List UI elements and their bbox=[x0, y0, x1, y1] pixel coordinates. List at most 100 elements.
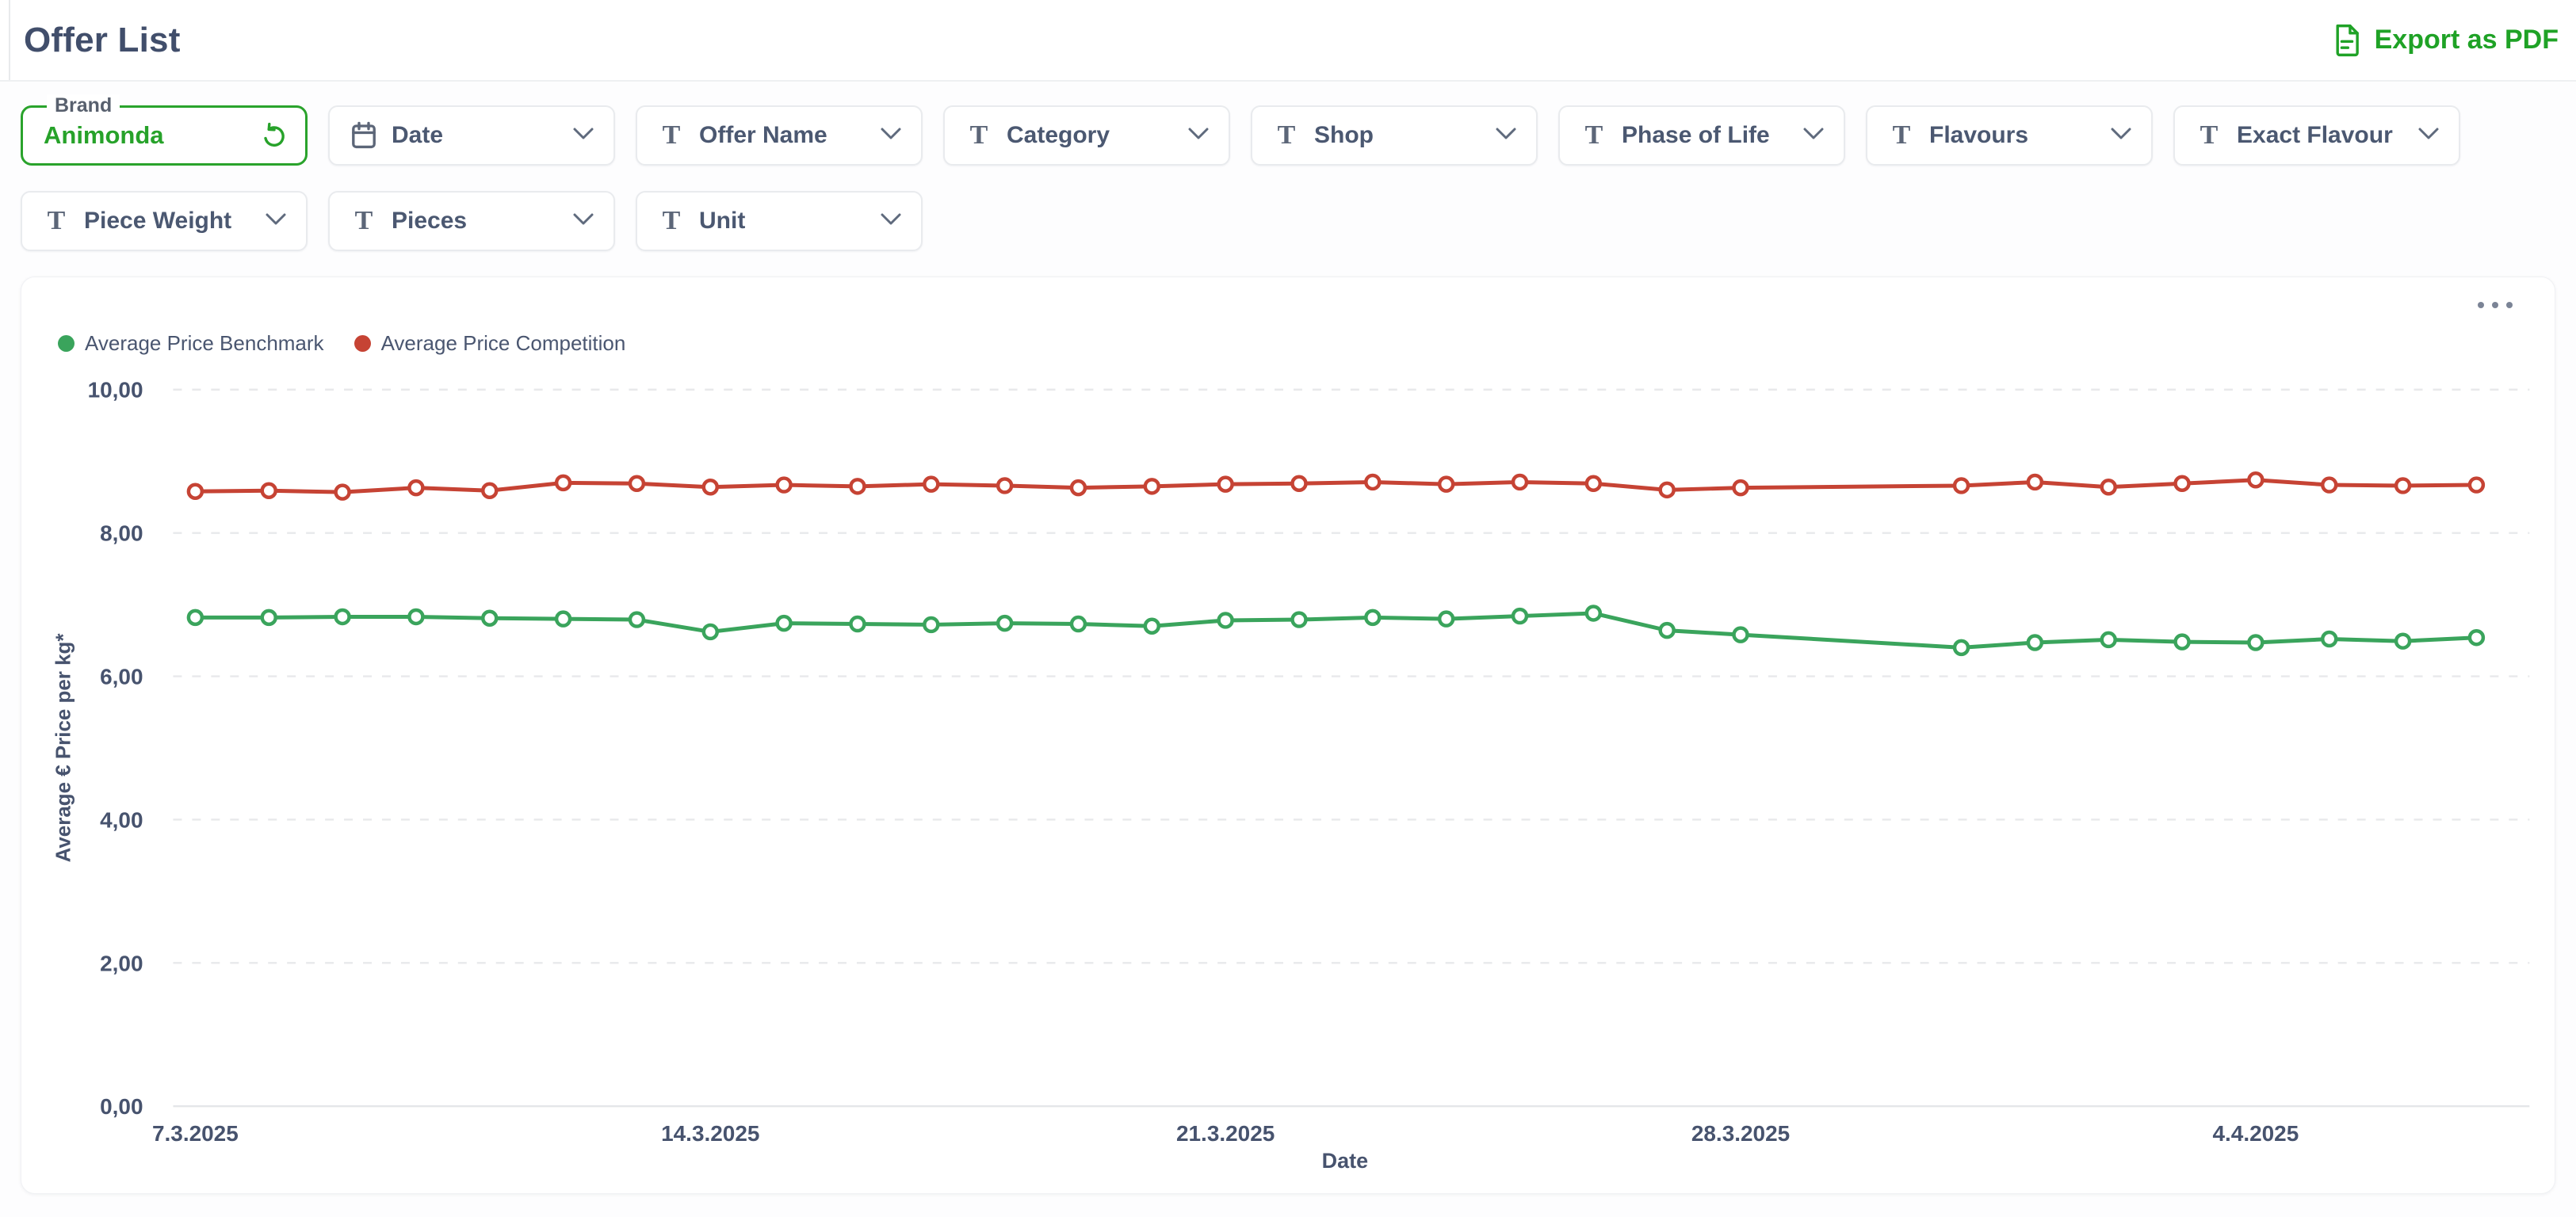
chart-point-average-price-benchmark-9[interactable] bbox=[849, 615, 866, 633]
legend-dot-icon bbox=[58, 335, 75, 352]
reset-icon[interactable] bbox=[259, 121, 288, 150]
filter-brand[interactable]: Brand Animonda bbox=[21, 94, 308, 166]
filter-pieces[interactable]: T Pieces bbox=[328, 191, 615, 251]
filter-unit[interactable]: T Unit bbox=[636, 191, 923, 251]
filter-label: Piece Weight bbox=[84, 208, 232, 234]
legend-label: Average Price Benchmark bbox=[85, 331, 324, 355]
chart-point-average-price-competition-17[interactable] bbox=[1437, 475, 1455, 493]
chart-point-average-price-benchmark-7[interactable] bbox=[701, 623, 719, 641]
text-icon: T bbox=[354, 206, 373, 235]
chart-point-average-price-competition-14[interactable] bbox=[1217, 475, 1234, 493]
text-icon: T bbox=[47, 206, 66, 235]
chart-point-average-price-benchmark-28[interactable] bbox=[2394, 632, 2412, 650]
chart-point-average-price-competition-13[interactable] bbox=[1143, 478, 1161, 495]
chart-point-average-price-benchmark-24[interactable] bbox=[2100, 631, 2117, 649]
chart-point-average-price-competition-15[interactable] bbox=[1290, 475, 1308, 492]
chart-point-average-price-competition-9[interactable] bbox=[849, 478, 866, 495]
chart-point-average-price-competition-22[interactable] bbox=[1952, 477, 1970, 494]
chart-point-average-price-competition-16[interactable] bbox=[1364, 473, 1382, 491]
filter-phase-of-life[interactable]: T Phase of Life bbox=[1558, 105, 1845, 166]
chart-point-average-price-benchmark-11[interactable] bbox=[996, 614, 1014, 632]
chart-point-average-price-benchmark-12[interactable] bbox=[1069, 615, 1087, 633]
chart-point-average-price-competition-24[interactable] bbox=[2100, 479, 2117, 496]
legend-item-average-price-benchmark[interactable]: Average Price Benchmark bbox=[58, 331, 324, 356]
chart-point-average-price-benchmark-10[interactable] bbox=[923, 616, 940, 634]
chart-point-average-price-benchmark-19[interactable] bbox=[1584, 605, 1603, 622]
text-icon: T bbox=[662, 206, 681, 235]
chart-point-average-price-competition-27[interactable] bbox=[2320, 476, 2338, 494]
chart-point-average-price-benchmark-23[interactable] bbox=[2026, 634, 2044, 651]
x-axis-title: Date bbox=[1322, 1149, 1368, 1173]
chevron-down-icon bbox=[2110, 127, 2132, 144]
chart-point-average-price-benchmark-3[interactable] bbox=[407, 608, 425, 626]
filter-flavours[interactable]: T Flavours bbox=[1866, 105, 2153, 166]
chart-point-average-price-competition-26[interactable] bbox=[2247, 471, 2265, 489]
chart-point-average-price-benchmark-2[interactable] bbox=[334, 608, 351, 626]
chevron-down-icon bbox=[880, 212, 902, 230]
chart-point-average-price-benchmark-6[interactable] bbox=[628, 611, 646, 628]
chart-point-average-price-competition-21[interactable] bbox=[1732, 479, 1749, 497]
filter-label: Pieces bbox=[392, 208, 468, 234]
chart-point-average-price-benchmark-13[interactable] bbox=[1143, 617, 1161, 635]
chevron-down-icon bbox=[572, 212, 594, 230]
chart-point-average-price-benchmark-27[interactable] bbox=[2320, 630, 2338, 648]
chart-point-average-price-benchmark-26[interactable] bbox=[2247, 634, 2265, 651]
chart-point-average-price-competition-7[interactable] bbox=[701, 479, 719, 496]
filter-piece-weight[interactable]: T Piece Weight bbox=[21, 191, 308, 251]
filter-date[interactable]: Date bbox=[328, 105, 615, 166]
chart-point-average-price-competition-0[interactable] bbox=[186, 483, 204, 500]
chart-point-average-price-competition-12[interactable] bbox=[1069, 479, 1087, 497]
chart-point-average-price-competition-25[interactable] bbox=[2173, 475, 2191, 492]
filter-shop[interactable]: T Shop bbox=[1251, 105, 1538, 166]
chart-point-average-price-benchmark-21[interactable] bbox=[1732, 626, 1749, 643]
x-tick-label: 28.3.2025 bbox=[1691, 1121, 1790, 1146]
chevron-down-icon bbox=[265, 212, 287, 230]
chart-point-average-price-competition-8[interactable] bbox=[775, 476, 793, 494]
chart-point-average-price-benchmark-17[interactable] bbox=[1437, 610, 1455, 628]
calendar-icon bbox=[350, 121, 377, 150]
filter-exact-flavour[interactable]: T Exact Flavour bbox=[2173, 105, 2460, 166]
chart-point-average-price-benchmark-15[interactable] bbox=[1290, 611, 1308, 628]
chart-point-average-price-competition-6[interactable] bbox=[628, 475, 646, 492]
chart-point-average-price-benchmark-16[interactable] bbox=[1364, 608, 1382, 627]
chart-point-average-price-benchmark-20[interactable] bbox=[1658, 621, 1676, 639]
text-icon: T bbox=[2200, 120, 2219, 150]
chart-point-average-price-benchmark-1[interactable] bbox=[260, 608, 277, 627]
chart-point-average-price-competition-5[interactable] bbox=[554, 474, 572, 492]
series-line-average-price-benchmark bbox=[193, 611, 2479, 650]
chart-point-average-price-competition-23[interactable] bbox=[2026, 473, 2044, 491]
chart-point-average-price-competition-19[interactable] bbox=[1584, 475, 1603, 492]
page-header: Offer List Export as PDF bbox=[0, 0, 2576, 82]
chart-point-average-price-benchmark-0[interactable] bbox=[186, 608, 204, 627]
legend-item-average-price-competition[interactable]: Average Price Competition bbox=[354, 331, 625, 356]
filter-offer-name[interactable]: T Offer Name bbox=[636, 105, 923, 166]
page-title: Offer List bbox=[24, 20, 181, 59]
brand-filter-value: Animonda bbox=[44, 121, 164, 149]
pdf-document-icon bbox=[2332, 24, 2362, 57]
text-icon: T bbox=[1277, 120, 1296, 150]
chart-point-average-price-benchmark-22[interactable] bbox=[1952, 639, 1970, 657]
chart-point-average-price-competition-4[interactable] bbox=[481, 482, 499, 499]
chart-point-average-price-competition-1[interactable] bbox=[260, 482, 277, 499]
chart-more-button[interactable] bbox=[2466, 292, 2524, 321]
x-tick-label: 21.3.2025 bbox=[1176, 1121, 1275, 1146]
chart-point-average-price-benchmark-18[interactable] bbox=[1511, 607, 1529, 625]
chart-point-average-price-competition-29[interactable] bbox=[2467, 476, 2486, 494]
chart-point-average-price-competition-11[interactable] bbox=[996, 477, 1014, 494]
chart-point-average-price-competition-28[interactable] bbox=[2394, 477, 2412, 494]
chart-point-average-price-competition-10[interactable] bbox=[923, 475, 940, 493]
chart-point-average-price-competition-20[interactable] bbox=[1658, 481, 1676, 499]
chart-point-average-price-benchmark-4[interactable] bbox=[481, 609, 499, 627]
export-pdf-button[interactable]: Export as PDF bbox=[2332, 0, 2559, 80]
series-line-average-price-competition bbox=[193, 478, 2479, 494]
chart-point-average-price-benchmark-8[interactable] bbox=[775, 614, 793, 632]
filter-category[interactable]: T Category bbox=[943, 105, 1230, 166]
chart-point-average-price-benchmark-29[interactable] bbox=[2467, 628, 2486, 647]
chart-point-average-price-competition-18[interactable] bbox=[1511, 473, 1529, 491]
chart-point-average-price-benchmark-14[interactable] bbox=[1217, 612, 1234, 629]
chart-point-average-price-benchmark-25[interactable] bbox=[2173, 633, 2191, 650]
chart-point-average-price-competition-2[interactable] bbox=[334, 483, 351, 501]
legend-dot-icon bbox=[354, 335, 371, 352]
chart-point-average-price-benchmark-5[interactable] bbox=[554, 610, 572, 628]
chart-point-average-price-competition-3[interactable] bbox=[407, 479, 425, 497]
